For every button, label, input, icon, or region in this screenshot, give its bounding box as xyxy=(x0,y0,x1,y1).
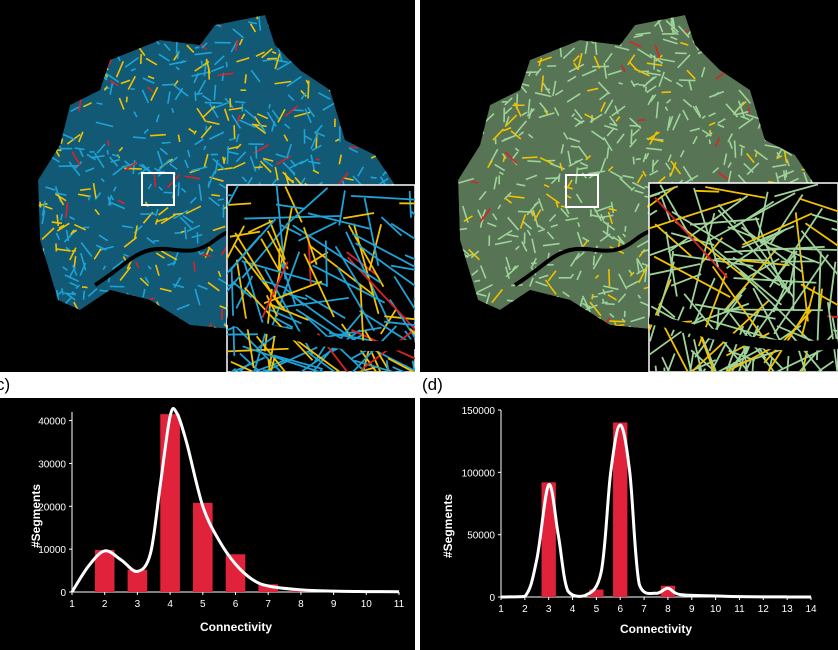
x-tick-label: 6 xyxy=(233,599,239,610)
histogram-bar xyxy=(258,584,279,592)
panel-label-c-text: c) xyxy=(0,375,11,394)
zoom-inset xyxy=(648,182,838,372)
x-axis-title-d: Connectivity xyxy=(620,622,692,636)
y-tick-label: 0 xyxy=(489,593,495,604)
x-tick-label: 7 xyxy=(641,604,647,615)
panel-divider xyxy=(415,0,420,650)
density-curve xyxy=(500,423,812,599)
y-axis-title-c: #Segments xyxy=(29,484,43,548)
x-tick-label: 13 xyxy=(782,604,794,615)
y-tick-label: 40000 xyxy=(38,417,66,428)
x-tick-label: 1 xyxy=(498,604,504,615)
street-network-map-right xyxy=(420,0,838,372)
zoom-region-marker xyxy=(565,174,599,208)
x-tick-label: 2 xyxy=(522,604,528,615)
histogram-bar xyxy=(127,569,148,592)
y-axis-title-d: #Segments xyxy=(441,494,455,558)
histogram-chart-c: #Segments Connectivity 1 2 3 4 5 6 7 8 9 10 11 0 100… xyxy=(0,398,415,650)
x-tick-label: 5 xyxy=(200,599,206,610)
y-tick-label: 150000 xyxy=(462,406,496,417)
histogram-bar xyxy=(589,589,604,597)
histogram-bar xyxy=(160,414,180,592)
histogram-bar xyxy=(94,550,115,592)
x-tick-label: 11 xyxy=(394,599,405,610)
histogram-bar xyxy=(225,554,246,592)
x-tick-label: 10 xyxy=(361,599,373,610)
x-tick-label: 8 xyxy=(298,599,304,610)
x-tick-label: 6 xyxy=(617,604,623,615)
x-tick-label: 3 xyxy=(546,604,552,615)
histogram-chart-d: #Segments Connectivity 1 2 3 4 5 6 7 8 9 10 11 12 13… xyxy=(420,398,838,650)
x-tick-label: 5 xyxy=(594,604,600,615)
street-network-map-left xyxy=(0,0,415,372)
y-tick-label: 20000 xyxy=(38,502,66,513)
panel-label-d-text: (d) xyxy=(422,375,443,394)
histogram-c-svg: #Segments Connectivity 1 2 3 4 5 6 7 8 9 10 11 0 100… xyxy=(29,406,405,634)
histogram-bar xyxy=(192,502,213,592)
zoom-inset xyxy=(226,184,415,372)
density-curve xyxy=(70,406,400,594)
x-tick-label: 1 xyxy=(69,599,75,610)
x-tick-label: 11 xyxy=(734,604,745,615)
map-right-drawing xyxy=(458,15,838,372)
x-tick-label: 3 xyxy=(135,599,141,610)
y-tick-label: 50000 xyxy=(467,531,495,542)
x-tick-label: 14 xyxy=(805,604,817,615)
x-tick-label: 2 xyxy=(102,599,108,610)
y-tick-label: 0 xyxy=(60,588,66,599)
x-axis-title-c: Connectivity xyxy=(200,620,272,634)
y-tick-label: 30000 xyxy=(38,459,66,470)
x-tick-label: 4 xyxy=(570,604,576,615)
histogram-bar xyxy=(613,422,628,597)
x-tick-label: 9 xyxy=(331,599,337,610)
y-tick-label: 100000 xyxy=(462,468,496,479)
panel-label-c: c) xyxy=(0,372,415,398)
map-left-drawing xyxy=(38,15,415,372)
x-tick-label: 8 xyxy=(665,604,671,615)
histogram-d-svg: #Segments Connectivity 1 2 3 4 5 6 7 8 9 10 11 12 13… xyxy=(441,406,817,636)
x-tick-label: 10 xyxy=(710,604,722,615)
x-tick-label: 7 xyxy=(265,599,271,610)
x-tick-label: 12 xyxy=(758,604,770,615)
x-tick-label: 9 xyxy=(689,604,695,615)
zoom-region-marker xyxy=(141,172,175,206)
y-tick-label: 10000 xyxy=(38,545,66,556)
panel-label-d: (d) xyxy=(420,372,838,398)
histogram-bar xyxy=(660,585,676,597)
x-tick-label: 4 xyxy=(167,599,173,610)
